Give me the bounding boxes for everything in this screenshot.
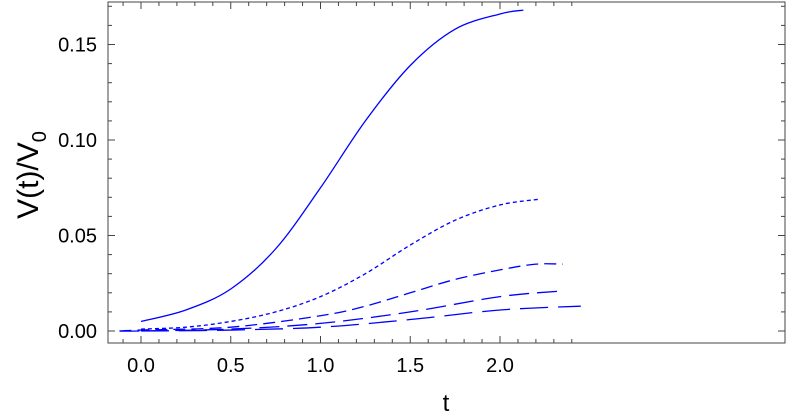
y-tick-label: 0.00 [58, 321, 97, 343]
y-tick-label: 0.15 [58, 35, 97, 57]
x-axis-label: t [443, 390, 450, 414]
y-tick-labels: 0.00 0.05 0.10 0.15 [58, 35, 97, 344]
x-tick-label: 0.0 [127, 355, 155, 377]
x-tick-label: 2.0 [486, 355, 514, 377]
ticks [108, 2, 785, 343]
x-tick-label: 1.0 [307, 355, 335, 377]
series-line-medium-dash [119, 263, 563, 332]
series-line-long-dash [119, 290, 563, 332]
series-line-longer-dash [140, 305, 581, 332]
y-axis-label-subscript: 0 [29, 131, 51, 142]
x-tick-label: 0.5 [217, 355, 245, 377]
series-line-short-dash [140, 198, 540, 330]
series-group [119, 9, 581, 332]
series-line-solid [140, 9, 524, 323]
y-tick-label: 0.05 [58, 226, 97, 248]
x-tick-label: 1.5 [396, 355, 424, 377]
plot-frame [107, 1, 786, 344]
y-axis-label: V(t)/V0 [12, 131, 51, 219]
x-tick-labels: 0.0 0.5 1.0 1.5 2.0 [127, 355, 514, 377]
y-tick-label: 0.10 [58, 130, 97, 152]
